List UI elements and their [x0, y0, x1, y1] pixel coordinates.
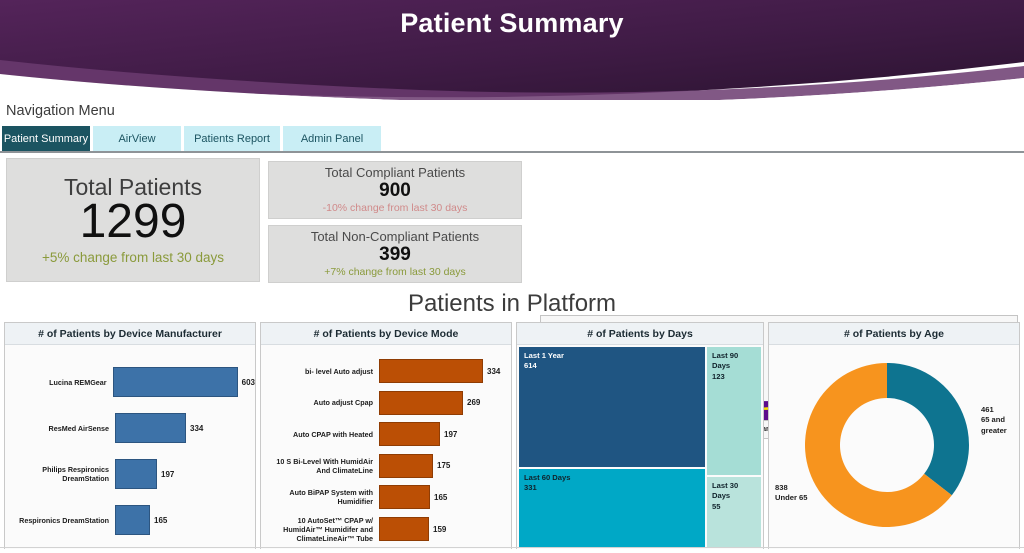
panel-age: # of Patients by Age 461 65 and greater 83…: [768, 322, 1020, 549]
bar-category-label: Auto adjust Cpap: [313, 398, 374, 408]
bar-category-label: ResMed AirSense: [48, 423, 109, 433]
bar-segment[interactable]: [115, 459, 157, 489]
bar-row: 10 AutoSet™ CPAP w/ HumidAir™ Humidifer …: [261, 515, 511, 543]
bar-row: bi- level Auto adjust 334: [261, 359, 511, 383]
kpi-total-label: Total Patients: [63, 173, 203, 200]
bar-value-label: 334: [190, 423, 204, 433]
manufacturer-chart-body: Lucina REMGear 603 ResMed AirSense 334 Phili…: [5, 345, 255, 549]
treemap-cell-label: Last 30 Days 55: [712, 481, 739, 511]
bar-segment[interactable]: [115, 413, 186, 443]
treemap-cell[interactable]: Last 1 Year 614: [519, 347, 705, 467]
panel-title-manufacturer: # of Patients by Device Manufacturer: [5, 323, 255, 345]
bar-row: Philips Respironics DreamStation 197: [5, 459, 255, 489]
bar-row: Auto CPAP with Heated 197: [261, 422, 511, 447]
treemap-cell-label: Last 60 Days 331: [524, 473, 571, 493]
header-banner: Patient Summary: [0, 0, 1024, 100]
kpi-total-value: 1299: [79, 195, 187, 249]
donut-label-65-and-greater: 461 65 and greater: [981, 405, 1007, 435]
bottom-divider: [0, 547, 1024, 548]
bar-category-label: 10 S Bi-Level With HumidAir And ClimateL…: [276, 456, 373, 475]
bar-category-label: 10 AutoSet™ CPAP w/ HumidAir™ Humidifer …: [283, 515, 373, 543]
bar-row: Lucina REMGear 603: [5, 367, 255, 397]
bar-row: Auto BiPAP System with Humidifier 165: [261, 485, 511, 510]
kpi-card-compliant: Total Compliant Patients 900 -10% change…: [268, 161, 522, 219]
nav-tabs: Patient Summary AirView Patients Report …: [2, 126, 384, 152]
bar-row: 10 S Bi-Level With HumidAir And ClimateL…: [261, 453, 511, 478]
bar-value-label: 197: [161, 469, 175, 479]
bar-segment[interactable]: [379, 517, 429, 541]
kpi-compliant-label: Total Compliant Patients: [324, 164, 466, 180]
tab-airview[interactable]: AirView: [93, 126, 181, 152]
bar-value-label: 269: [467, 398, 481, 408]
kpi-total-delta: +5% change from last 30 days: [42, 250, 224, 266]
bar-row: Auto adjust Cpap 269: [261, 390, 511, 415]
kpi-non-compliant-label: Total Non-Compliant Patients: [310, 228, 480, 244]
treemap-cell[interactable]: Last 60 Days 331: [519, 469, 705, 547]
panel-title-days: # of Patients by Days: [517, 323, 763, 345]
panel-row: # of Patients by Device Manufacturer Luc…: [0, 322, 1024, 553]
tab-patients-report[interactable]: Patients Report: [184, 126, 280, 152]
panel-device-mode: # of Patients by Device Mode bi- level A…: [260, 322, 512, 549]
bar-row: ResMed AirSense 334: [5, 413, 255, 443]
donut-slice[interactable]: [805, 363, 952, 527]
treemap-cell[interactable]: Last 30 Days 55: [707, 477, 761, 547]
panel-title-age: # of Patients by Age: [769, 323, 1019, 345]
bar-value-label: 603: [241, 377, 255, 387]
kpi-non-compliant-delta: +7% change from last 30 days: [324, 265, 466, 278]
bar-segment[interactable]: [112, 367, 238, 397]
treemap-cell-label: Last 1 Year 614: [524, 351, 564, 371]
donut-label-under-65: 838 Under 65: [775, 483, 808, 503]
bar-value-label: 175: [437, 461, 451, 471]
panel-device-manufacturer: # of Patients by Device Manufacturer Luc…: [4, 322, 256, 549]
kpi-compliant-delta: -10% change from last 30 days: [322, 201, 468, 214]
bar-segment[interactable]: [379, 422, 440, 447]
panel-days: # of Patients by Days Last 1 Year 614 Last…: [516, 322, 764, 549]
age-donut-body: 461 65 and greater 838 Under 65: [769, 345, 1019, 549]
device-mode-chart-body: bi- level Auto adjust 334 Auto adjust Cpap…: [261, 345, 511, 549]
bar-segment[interactable]: [115, 505, 150, 535]
bar-category-label: Philips Respironics DreamStation: [42, 465, 109, 483]
bar-category-label: bi- level Auto adjust: [304, 366, 373, 376]
kpi-card-non-compliant: Total Non-Compliant Patients 399 +7% cha…: [268, 225, 522, 283]
bar-segment[interactable]: [379, 485, 430, 510]
bar-category-label: Respironics DreamStation: [19, 515, 109, 525]
bar-category-label: Auto BiPAP System with Humidifier: [289, 488, 373, 507]
treemap-cell[interactable]: Last 90 Days 123: [707, 347, 761, 475]
navigation-menu-label: Navigation Menu: [6, 103, 115, 119]
treemap-cell-label: Last 90 Days 123: [712, 351, 739, 381]
kpi-card-total-patients: Total Patients 1299 +5% change from last…: [6, 158, 260, 282]
section-title: Patients in Platform: [407, 290, 617, 317]
days-treemap-body: Last 1 Year 614 Last 60 Days 331 Last 90 Day…: [517, 345, 763, 549]
bar-value-label: 159: [433, 524, 447, 534]
panel-title-mode: # of Patients by Device Mode: [261, 323, 511, 345]
bar-value-label: 165: [434, 492, 448, 502]
kpi-non-compliant-value: 399: [379, 243, 411, 265]
bar-value-label: 334: [487, 366, 501, 376]
tab-patient-summary[interactable]: Patient Summary: [2, 126, 90, 152]
bar-row: Respironics DreamStation 165: [5, 505, 255, 535]
kpi-strip: Total Patients 1299 +5% change from last…: [0, 157, 1024, 439]
age-donut-chart: 461 65 and greater 838 Under 65: [769, 345, 1019, 549]
bar-category-label: Lucina REMGear: [49, 377, 107, 387]
donut-slice[interactable]: [887, 363, 969, 496]
bar-value-label: 197: [444, 429, 458, 439]
kpi-compliant-value: 900: [379, 179, 411, 201]
bar-segment[interactable]: [379, 390, 463, 415]
nav-divider: [0, 151, 1024, 153]
bar-value-label: 165: [154, 515, 168, 525]
tab-admin-panel[interactable]: Admin Panel: [283, 126, 381, 152]
days-treemap: Last 1 Year 614 Last 60 Days 331 Last 90 Day…: [519, 347, 761, 547]
page-title: Patient Summary: [400, 8, 624, 38]
bar-segment[interactable]: [379, 359, 483, 383]
bar-category-label: Auto CPAP with Heated: [293, 429, 373, 439]
bar-segment[interactable]: [379, 453, 433, 478]
svg-text:Mar-21: Mar-21: [756, 426, 779, 433]
